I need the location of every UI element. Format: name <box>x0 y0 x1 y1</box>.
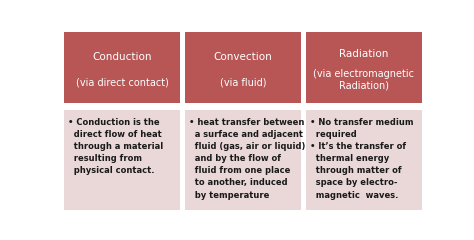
Bar <box>306 32 422 103</box>
Text: • Conduction is the
  direct flow of heat
  through a material
  resulting from
: • Conduction is the direct flow of heat … <box>68 118 164 175</box>
Bar <box>306 110 422 210</box>
Text: (via fluid): (via fluid) <box>219 78 266 88</box>
Text: Radiation: Radiation <box>339 49 389 59</box>
Text: Convection: Convection <box>214 52 272 61</box>
Text: (via direct contact): (via direct contact) <box>75 78 168 88</box>
Text: • heat transfer between
  a surface and adjacent
  fluid (gas, air or liquid)
  : • heat transfer between a surface and ad… <box>189 118 305 200</box>
Bar <box>64 32 180 103</box>
Text: (via electromagnetic
Radiation): (via electromagnetic Radiation) <box>313 69 414 91</box>
Bar <box>185 32 301 103</box>
Text: Conduction: Conduction <box>92 52 152 61</box>
Bar <box>185 110 301 210</box>
Bar <box>64 110 180 210</box>
Text: • No transfer medium
  required
• It’s the transfer of
  thermal energy
  throug: • No transfer medium required • It’s the… <box>310 118 413 200</box>
